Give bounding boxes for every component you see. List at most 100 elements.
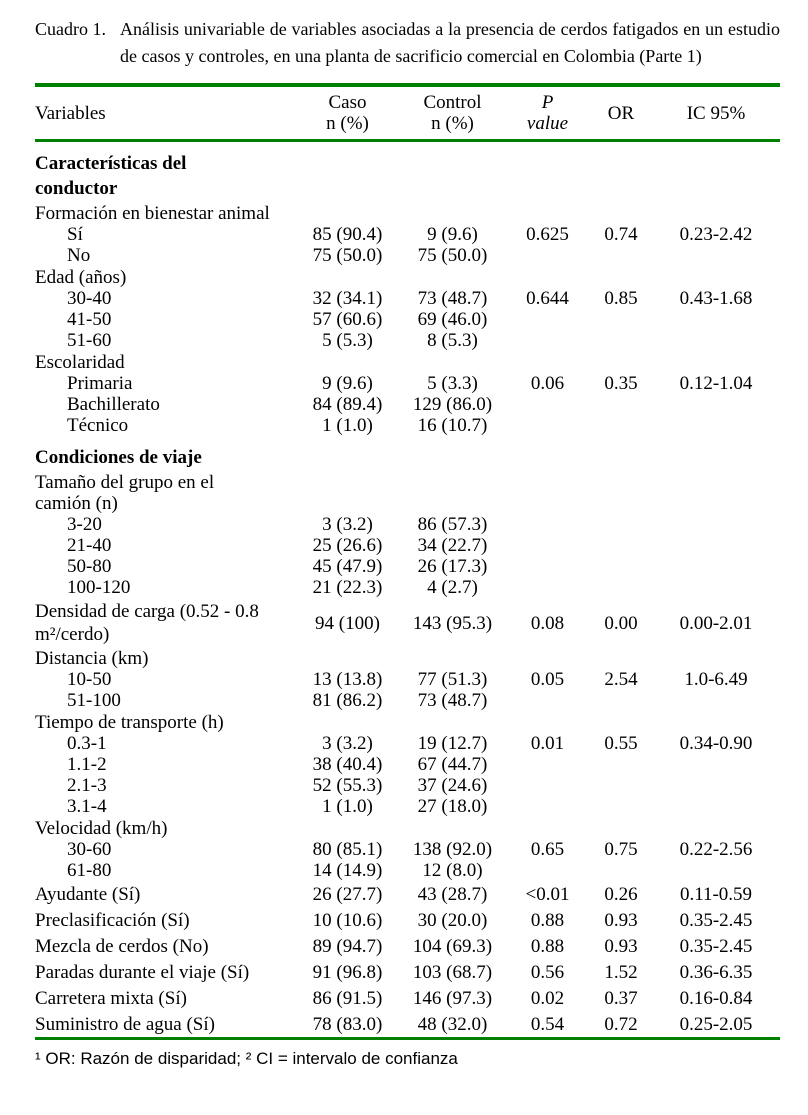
cell-p xyxy=(505,330,590,351)
table-row: 50-80 45 (47.9) 26 (17.3) xyxy=(35,556,780,577)
cell-caso: 14 (14.9) xyxy=(312,860,383,881)
table-row: 0.3-1 3 (3.2) 19 (12.7) 0.01 0.55 0.34-0.90 xyxy=(35,733,780,754)
cell-control: 5 (3.3) xyxy=(427,373,478,394)
cell-ic xyxy=(652,245,780,266)
cell-control: 9 (9.6) xyxy=(427,224,478,245)
cell-caso: 52 (55.3) xyxy=(312,775,383,796)
table-row: Densidad de carga (0.52 - 0.8 m²/cerdo) 9… xyxy=(35,598,780,647)
table-row: Formación en bienestar animal xyxy=(35,202,780,224)
cell-caso: 5 (5.3) xyxy=(322,330,373,351)
cell-p: 0.54 xyxy=(530,1014,565,1035)
cell-ic xyxy=(652,556,780,577)
cell-caso: 78 (83.0) xyxy=(312,1014,383,1035)
table-row: Suministro de agua (Sí) 78 (83.0) 48 (32.0… xyxy=(35,1011,780,1039)
cell-ic: 0.11-0.59 xyxy=(679,884,753,905)
cell-ic xyxy=(652,436,780,471)
row-label: Escolaridad xyxy=(35,352,125,373)
cell-caso: 57 (60.6) xyxy=(312,309,383,330)
cell-control: 19 (12.7) xyxy=(417,733,488,754)
cell-or xyxy=(590,394,652,415)
cell-control: 104 (69.3) xyxy=(412,936,493,957)
cell-or xyxy=(590,775,652,796)
cell-caso: 89 (94.7) xyxy=(312,936,383,957)
cell-control: 75 (50.0) xyxy=(417,245,488,266)
cell-ic: 0.16-0.84 xyxy=(679,988,753,1009)
table-row: Escolaridad xyxy=(35,351,780,373)
cell-p: 0.05 xyxy=(530,669,565,690)
table-row: Paradas durante el viaje (Sí) 91 (96.8) 10… xyxy=(35,959,780,985)
cell-control: 37 (24.6) xyxy=(417,775,488,796)
cell-caso: 38 (40.4) xyxy=(312,754,383,775)
table-row: 3-20 3 (3.2) 86 (57.3) xyxy=(35,514,780,535)
cell-or xyxy=(590,351,652,373)
row-label: Paradas durante el viaje (Sí) xyxy=(35,962,250,983)
cell-ic: 0.43-1.68 xyxy=(679,288,753,309)
cell-ic xyxy=(652,202,780,224)
cell-caso: 80 (85.1) xyxy=(312,839,383,860)
cell-p xyxy=(505,556,590,577)
cell-or xyxy=(590,202,652,224)
cell-ic: 0.34-0.90 xyxy=(679,733,753,754)
table-footnote: ¹ OR: Razón de disparidad; ² CI = interv… xyxy=(35,1049,458,1068)
cell-p xyxy=(505,577,590,598)
cell-ic xyxy=(652,535,780,556)
cell-control: 30 (20.0) xyxy=(417,910,488,931)
cell-control: 143 (95.3) xyxy=(412,612,493,634)
cell-caso xyxy=(295,266,400,288)
row-label: Mezcla de cerdos (No) xyxy=(35,936,209,957)
cell-ic xyxy=(652,309,780,330)
cell-or xyxy=(590,556,652,577)
cell-ic xyxy=(652,796,780,817)
cell-ic xyxy=(652,351,780,373)
row-label: 51-100 xyxy=(67,690,121,711)
cell-control: 12 (8.0) xyxy=(422,860,483,881)
cell-ic: 0.12-1.04 xyxy=(679,373,753,394)
col-header-control: Control n (%) xyxy=(423,92,482,134)
cell-or: 0.37 xyxy=(604,988,638,1009)
document-page: Cuadro 1. Análisis univariable de variab… xyxy=(35,16,780,1068)
cell-control: 16 (10.7) xyxy=(417,415,488,436)
cell-control xyxy=(400,351,505,373)
row-label: 61-80 xyxy=(67,860,112,881)
cell-caso: 86 (91.5) xyxy=(312,988,383,1009)
cell-caso: 91 (96.8) xyxy=(312,962,383,983)
cell-or xyxy=(590,647,652,669)
table-row: Condiciones de viaje xyxy=(35,436,780,471)
row-label: Tamaño del grupo en el camión (n) xyxy=(35,472,215,514)
cell-or xyxy=(590,535,652,556)
cell-or xyxy=(590,245,652,266)
cell-or xyxy=(590,817,652,839)
cell-ic: 0.35-2.45 xyxy=(679,910,753,931)
cell-p: 0.644 xyxy=(526,288,569,309)
caption-number: Cuadro 1. xyxy=(35,19,106,39)
col-header-caso: Caso n (%) xyxy=(326,92,369,134)
cell-control: 103 (68.7) xyxy=(412,962,493,983)
cell-control: 8 (5.3) xyxy=(427,330,478,351)
table-row: Edad (años) xyxy=(35,266,780,288)
cell-or: 2.54 xyxy=(604,669,638,690)
cell-control xyxy=(400,266,505,288)
row-label: 30-40 xyxy=(67,288,112,309)
row-label: 10-50 xyxy=(67,669,112,690)
table-row: Carretera mixta (Sí) 86 (91.5) 146 (97.3) 0… xyxy=(35,985,780,1011)
cell-caso: 26 (27.7) xyxy=(312,884,383,905)
cell-control xyxy=(400,436,505,471)
table-caption: Cuadro 1. Análisis univariable de variab… xyxy=(35,16,780,70)
row-label: 2.1-3 xyxy=(67,775,107,796)
table-row: 30-40 32 (34.1) 73 (48.7) 0.644 0.85 0.43-1.6… xyxy=(35,288,780,309)
cell-caso: 1 (1.0) xyxy=(322,796,373,817)
cell-p xyxy=(505,796,590,817)
cell-p xyxy=(505,351,590,373)
cell-caso: 13 (13.8) xyxy=(312,669,383,690)
table-row: Primaria 9 (9.6) 5 (3.3) 0.06 0.35 0.12-1.04 xyxy=(35,373,780,394)
row-label: Bachillerato xyxy=(67,394,160,415)
table-row: 100-120 21 (22.3) 4 (2.7) xyxy=(35,577,780,598)
cell-or: 0.35 xyxy=(604,373,638,394)
cell-or: 0.93 xyxy=(604,910,638,931)
cell-caso: 1 (1.0) xyxy=(322,415,373,436)
table-row: 51-60 5 (5.3) 8 (5.3) xyxy=(35,330,780,351)
cell-caso: 81 (86.2) xyxy=(312,690,383,711)
cell-control: 34 (22.7) xyxy=(417,535,488,556)
cell-ic xyxy=(652,415,780,436)
cell-p: 0.56 xyxy=(530,962,565,983)
